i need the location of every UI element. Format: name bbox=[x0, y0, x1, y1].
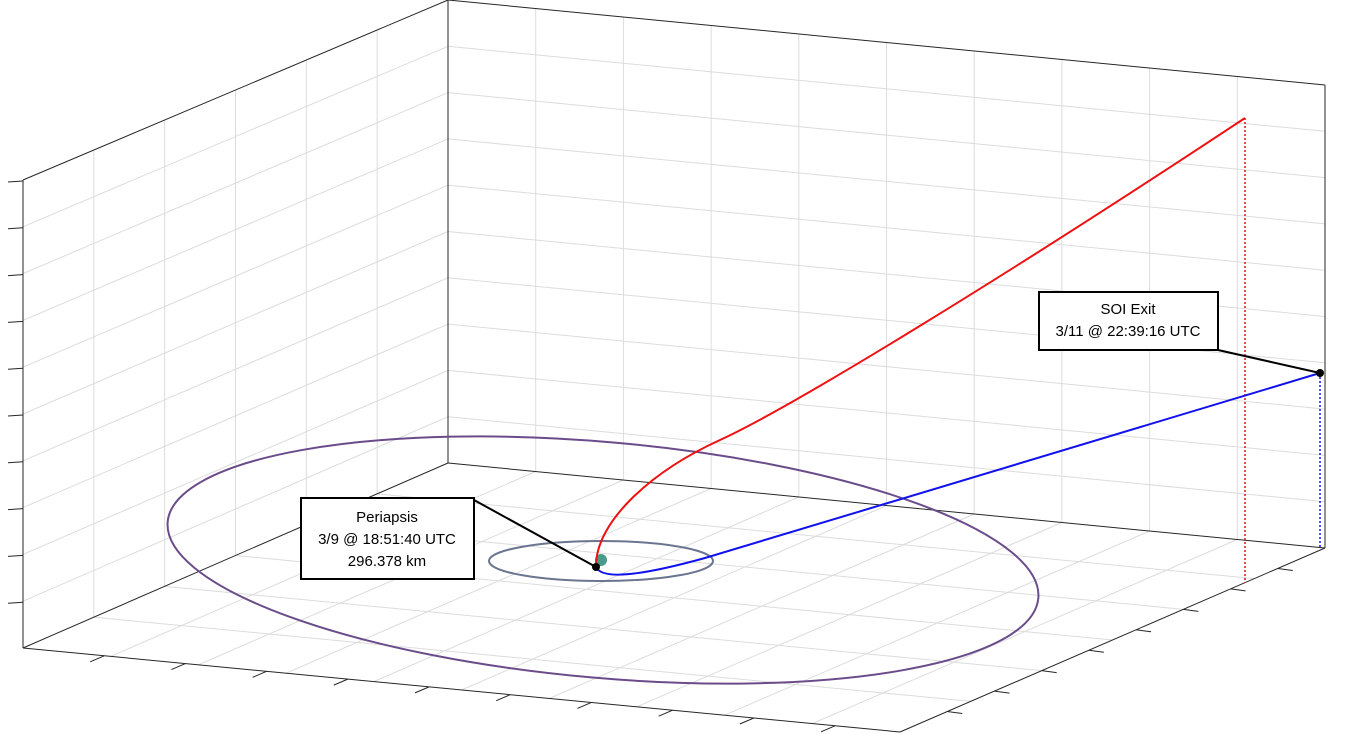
callout: SOI Exit 3/11 @ 22:39:16 UTC bbox=[1038, 291, 1219, 351]
callout-text: SOI Exit bbox=[1100, 301, 1156, 318]
tick bbox=[7, 320, 24, 323]
tick bbox=[7, 601, 24, 604]
grid-line bbox=[447, 92, 1326, 179]
tick bbox=[820, 725, 836, 733]
grid-line bbox=[164, 585, 1042, 672]
tick bbox=[7, 461, 24, 464]
tick bbox=[1277, 567, 1293, 571]
tick bbox=[7, 414, 24, 417]
tick bbox=[658, 709, 673, 717]
tick bbox=[333, 678, 349, 686]
periapsis-point bbox=[592, 563, 600, 571]
callout-leader bbox=[1217, 349, 1321, 374]
grid-line bbox=[22, 231, 449, 415]
tick bbox=[171, 663, 186, 671]
tick bbox=[7, 367, 24, 370]
tick bbox=[496, 694, 511, 702]
callout-text: Periapsis bbox=[356, 509, 418, 526]
callout-text: 296.378 km bbox=[348, 553, 426, 570]
trajectory-projection bbox=[595, 372, 1321, 576]
callout-box bbox=[1038, 291, 1219, 351]
grid-line bbox=[22, 277, 449, 462]
tick bbox=[90, 655, 105, 663]
grid-line bbox=[22, 416, 449, 602]
trajectory-3d bbox=[595, 117, 1246, 567]
grid-line bbox=[22, 92, 449, 275]
tick bbox=[7, 508, 24, 511]
tick bbox=[1041, 670, 1057, 674]
tick bbox=[739, 717, 755, 725]
tick bbox=[7, 180, 24, 183]
tick bbox=[1183, 608, 1199, 612]
axis-edge bbox=[447, 0, 1326, 86]
axis-edge bbox=[22, 462, 449, 649]
axis-edge bbox=[447, 462, 1326, 549]
grid-line bbox=[447, 416, 1326, 503]
tick bbox=[994, 690, 1010, 694]
tick bbox=[1230, 588, 1246, 592]
moon-orbit bbox=[166, 435, 1040, 685]
tick bbox=[947, 711, 963, 715]
grid-line bbox=[22, 369, 449, 555]
ticks bbox=[7, 180, 1293, 733]
soi-exit-point bbox=[1316, 369, 1324, 377]
grid-line bbox=[447, 138, 1326, 225]
grid bbox=[22, 8, 1326, 725]
grid-line bbox=[22, 45, 449, 228]
axes-box bbox=[22, 0, 1326, 733]
tick bbox=[577, 701, 592, 709]
grid-line bbox=[447, 45, 1326, 132]
callout: Periapsis 3/9 @ 18:51:40 UTC 296.378 km bbox=[300, 497, 475, 580]
grid-line bbox=[22, 138, 449, 321]
axis-edge bbox=[22, 0, 449, 181]
tick bbox=[7, 227, 24, 230]
callout-text: 3/11 @ 22:39:16 UTC bbox=[1055, 323, 1200, 340]
grid-line bbox=[377, 493, 1255, 580]
grid-line bbox=[447, 184, 1326, 271]
grid-line bbox=[22, 184, 449, 368]
grid-line bbox=[447, 323, 1326, 410]
tick bbox=[7, 274, 24, 277]
grid-line bbox=[22, 323, 449, 509]
grid-line bbox=[447, 369, 1326, 456]
tick bbox=[414, 686, 430, 694]
tick bbox=[7, 554, 24, 557]
earth bbox=[595, 554, 607, 566]
tick bbox=[1088, 649, 1104, 653]
callout-leader bbox=[473, 499, 597, 568]
grid-line bbox=[93, 616, 971, 702]
callout-box bbox=[300, 497, 475, 580]
tick bbox=[1136, 629, 1152, 633]
axis-edge bbox=[899, 547, 1326, 733]
tick bbox=[252, 670, 267, 678]
callout-text: 3/9 @ 18:51:40 UTC bbox=[318, 531, 456, 548]
